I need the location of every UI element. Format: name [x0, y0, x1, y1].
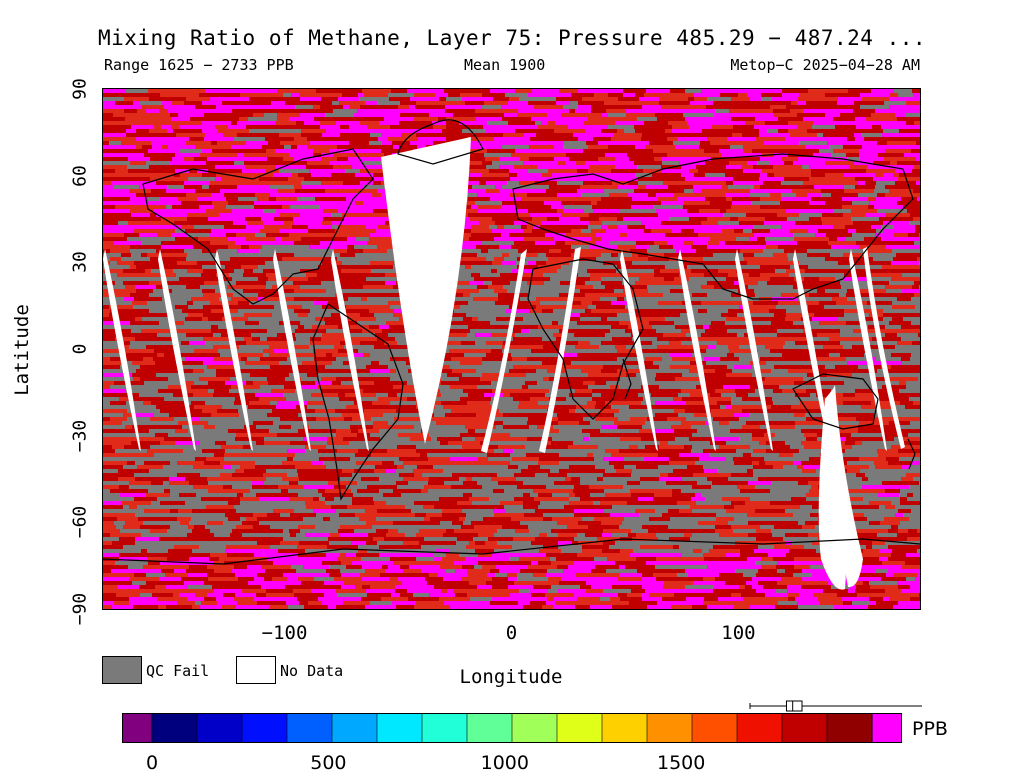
- range-text: Range 1625 − 2733 PPB: [104, 56, 294, 74]
- lat-tick-label: 0: [69, 343, 91, 355]
- methane-map: [102, 88, 921, 610]
- lon-tick-label: 0: [505, 622, 518, 644]
- colorbar-unit: PPB: [912, 718, 948, 740]
- plot-title: Mixing Ratio of Methane, Layer 75: Press…: [97, 26, 926, 50]
- no-data-swatch: [236, 656, 276, 684]
- colorbar-tick-label: 500: [310, 752, 347, 774]
- colorbar-tick-label: 1500: [657, 752, 706, 774]
- colorbar-tick-label: 0: [145, 752, 159, 774]
- qc-fail-swatch: [102, 656, 142, 684]
- no-data-label: No Data: [280, 662, 344, 680]
- no-data-swath-gaps: [103, 137, 905, 590]
- lon-tick-label: 100: [721, 622, 756, 644]
- qc-fail-label: QC Fail: [146, 662, 210, 680]
- colorbar: [122, 713, 902, 743]
- methane-retrieval-field: [103, 89, 920, 609]
- map-canvas: [103, 89, 920, 609]
- y-axis-label: Latitude: [11, 304, 33, 396]
- lat-tick-label: −60: [69, 506, 91, 539]
- mean-text: Mean 1900: [464, 56, 546, 74]
- x-axis-label: Longitude: [459, 666, 563, 688]
- lat-tick-label: 30: [69, 251, 91, 274]
- lat-tick-label: 90: [69, 78, 91, 100]
- lon-tick-label: −100: [261, 622, 308, 644]
- distribution-boxplot: [749, 700, 922, 712]
- coastlines: [103, 119, 920, 565]
- satellite-date-text: Metop−C 2025−04−28 AM: [730, 56, 920, 74]
- lat-tick-label: −90: [69, 592, 91, 626]
- colorbar-tick-label: 1000: [480, 752, 529, 774]
- lat-tick-label: −30: [69, 419, 91, 452]
- lat-tick-label: 60: [69, 164, 91, 187]
